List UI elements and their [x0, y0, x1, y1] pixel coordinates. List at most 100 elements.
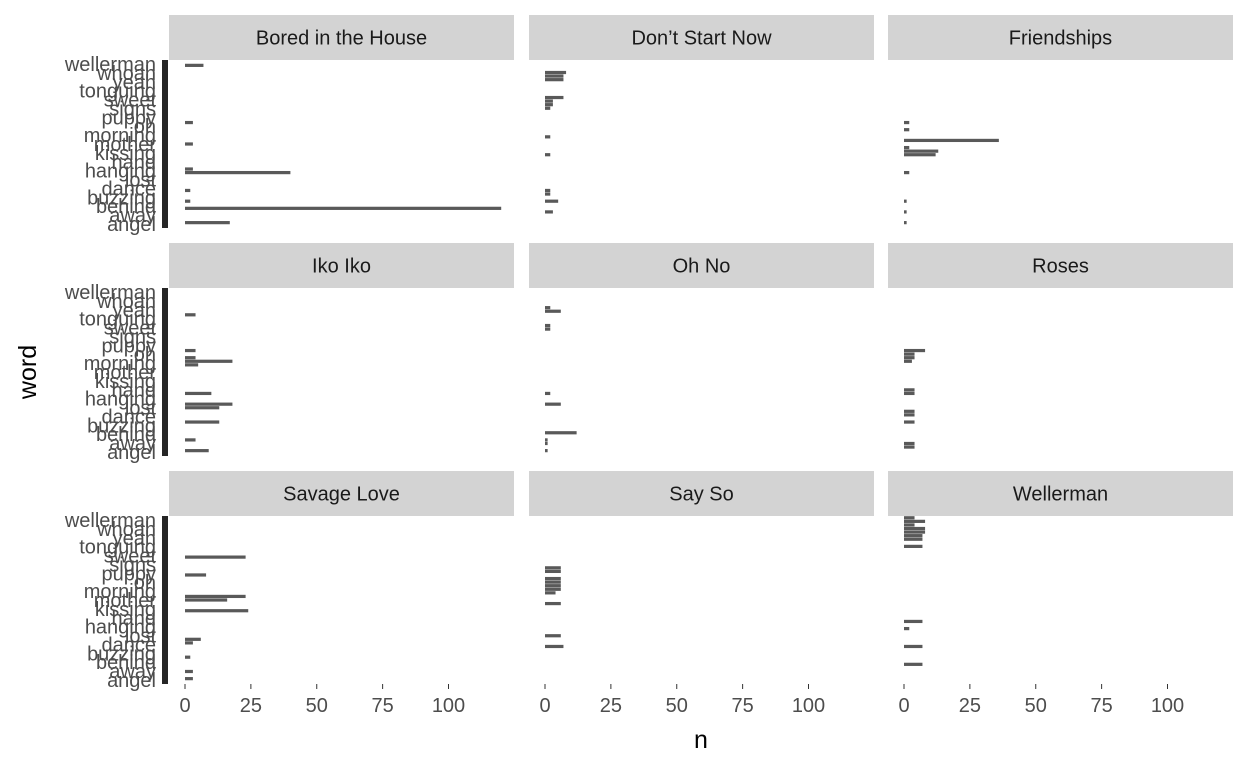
- y-tick-label: dance: [102, 634, 157, 656]
- bar: [545, 569, 561, 574]
- bar: [904, 445, 915, 449]
- bar: [545, 601, 561, 606]
- facet-title: Wellerman: [1013, 484, 1108, 506]
- bar: [545, 192, 551, 196]
- y-tick-label: oh: [134, 572, 156, 594]
- y-tick-label: wellerman: [64, 54, 156, 76]
- bar: [904, 391, 915, 396]
- facet-strip: [888, 471, 1233, 516]
- bar: [185, 449, 209, 453]
- y-tick-label: lost: [125, 626, 157, 648]
- y-tick-label: signs: [109, 326, 156, 348]
- bar: [904, 441, 915, 446]
- y-tick-label: behind: [96, 652, 156, 674]
- facet-strip: [529, 15, 874, 60]
- y-tick-label: sweet: [104, 90, 157, 112]
- x-tick-label: 0: [179, 695, 190, 717]
- x-tick-label: 25: [600, 695, 622, 717]
- bar: [545, 135, 551, 139]
- bar: [904, 352, 915, 356]
- bar: [904, 199, 907, 203]
- bar: [185, 221, 230, 225]
- bar: [185, 598, 228, 602]
- bar: [904, 388, 915, 392]
- facet-title: Say So: [669, 484, 733, 506]
- bar: [185, 669, 193, 674]
- facet-title: Friendships: [1009, 28, 1112, 50]
- bar: [545, 580, 561, 584]
- y-tick-label: away: [109, 205, 156, 227]
- y-tick-label: morning: [84, 353, 156, 375]
- facet-strip: [529, 243, 874, 288]
- y-tick-label: wellerman: [64, 282, 156, 304]
- y-axis-title: word: [14, 345, 42, 400]
- y-tick-label: puppy: [102, 563, 157, 585]
- bar: [185, 655, 191, 659]
- y-tick-label: away: [109, 433, 156, 455]
- x-axis-title: n: [694, 726, 708, 754]
- bar: [904, 619, 923, 624]
- bar: [904, 544, 923, 548]
- y-tick-label: yeah: [113, 72, 156, 94]
- x-tick-label: 25: [240, 695, 262, 717]
- facet-title: Bored in the House: [256, 28, 427, 50]
- bar: [185, 406, 220, 410]
- y-tick-label: oh: [134, 344, 156, 366]
- bar: [904, 534, 923, 538]
- bar: [904, 348, 926, 353]
- bar: [545, 438, 548, 442]
- x-tick-label: 100: [792, 695, 825, 717]
- bar: [904, 523, 915, 527]
- y-tick-label: buzzing: [87, 643, 156, 665]
- bar: [904, 359, 912, 363]
- bar: [904, 356, 915, 360]
- y-tick-label: yeah: [113, 300, 156, 322]
- x-tick-label: 100: [1151, 695, 1184, 717]
- bar: [185, 402, 233, 406]
- bar: [545, 327, 551, 331]
- y-tick-label: buzzing: [87, 415, 156, 437]
- bar: [545, 587, 561, 591]
- y-tick-label: lost: [125, 170, 157, 192]
- bar: [185, 641, 193, 645]
- bar: [545, 99, 553, 103]
- facet-title: Oh No: [673, 256, 731, 278]
- y-tick-label: angel: [107, 442, 156, 464]
- y-tick-label: mother: [94, 590, 157, 612]
- y-tick-label: mother: [94, 134, 157, 156]
- x-tick-label: 25: [959, 695, 981, 717]
- facet-title: Savage Love: [283, 484, 400, 506]
- bar: [545, 309, 561, 313]
- bar: [185, 167, 193, 171]
- y-axis-ticks: [162, 60, 168, 228]
- bar: [904, 128, 910, 132]
- y-tick-label: tonguing: [79, 309, 156, 331]
- bar: [545, 210, 553, 214]
- y-tick-label: oh: [134, 116, 156, 138]
- facet-strip: [169, 243, 514, 288]
- y-tick-label: sweet: [104, 546, 157, 568]
- y-tick-label: wellerman: [64, 510, 156, 532]
- y-tick-label: hand: [112, 152, 157, 174]
- bar: [185, 420, 220, 424]
- bar: [904, 409, 915, 413]
- bar: [904, 519, 926, 523]
- bar: [545, 106, 551, 110]
- bar: [545, 95, 564, 100]
- y-tick-label: kissing: [95, 143, 156, 165]
- bar: [904, 530, 926, 534]
- y-tick-label: angel: [107, 214, 156, 236]
- facet-strip: [169, 471, 514, 516]
- y-tick-label: sweet: [104, 318, 157, 340]
- x-tick-label: 50: [306, 695, 328, 717]
- bar: [545, 306, 551, 310]
- bar: [904, 138, 999, 143]
- y-tick-label: signs: [109, 554, 156, 576]
- bar: [185, 359, 233, 363]
- x-tick-label: 100: [432, 695, 465, 717]
- bar: [904, 145, 910, 150]
- y-tick-label: hanging: [85, 161, 156, 183]
- bar: [545, 591, 556, 595]
- bar: [545, 78, 564, 82]
- bar: [904, 644, 923, 649]
